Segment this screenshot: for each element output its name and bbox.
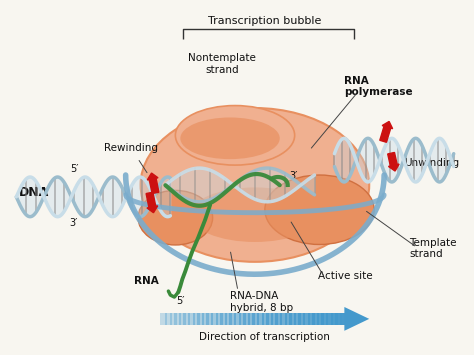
Bar <box>211 313 218 325</box>
FancyArrow shape <box>388 152 399 171</box>
Bar <box>174 313 181 325</box>
Text: Nontemplate
strand: Nontemplate strand <box>188 53 256 75</box>
Bar <box>321 313 328 325</box>
Ellipse shape <box>265 175 374 245</box>
Text: Direction of transcription: Direction of transcription <box>200 332 330 342</box>
Bar <box>330 313 337 325</box>
Bar <box>266 313 273 325</box>
Bar <box>188 313 195 325</box>
Bar <box>326 313 333 325</box>
Text: 5′: 5′ <box>70 164 78 174</box>
Bar <box>192 313 200 325</box>
Bar <box>289 313 296 325</box>
Polygon shape <box>345 307 369 331</box>
Text: Unwinding: Unwinding <box>404 158 459 168</box>
Bar <box>165 313 172 325</box>
Bar <box>312 313 319 325</box>
Bar <box>238 313 246 325</box>
FancyArrow shape <box>147 173 159 193</box>
Ellipse shape <box>141 108 369 262</box>
Bar <box>280 313 287 325</box>
Text: Transcription bubble: Transcription bubble <box>208 16 321 26</box>
Bar <box>183 313 191 325</box>
Bar <box>234 313 241 325</box>
Text: RNA: RNA <box>134 276 158 286</box>
Ellipse shape <box>175 105 295 165</box>
Text: DNA: DNA <box>19 186 50 200</box>
Bar <box>284 313 292 325</box>
Text: 3′: 3′ <box>70 218 78 228</box>
FancyArrow shape <box>380 121 392 142</box>
Bar <box>225 313 232 325</box>
Bar <box>303 313 310 325</box>
Bar <box>257 313 264 325</box>
Text: 5′: 5′ <box>176 296 184 306</box>
Bar <box>170 313 177 325</box>
Bar <box>220 313 227 325</box>
Bar <box>340 313 346 325</box>
Bar <box>197 313 204 325</box>
Text: Rewinding: Rewinding <box>104 143 158 153</box>
Bar <box>335 313 342 325</box>
Bar <box>308 313 315 325</box>
Text: RNA
polymerase: RNA polymerase <box>345 76 413 97</box>
Bar <box>207 313 213 325</box>
Bar <box>299 313 305 325</box>
Bar <box>262 313 269 325</box>
Text: Template
strand: Template strand <box>409 237 456 259</box>
Bar <box>243 313 250 325</box>
Bar <box>179 313 186 325</box>
Bar <box>216 313 223 325</box>
Text: 3′: 3′ <box>290 171 298 181</box>
Bar <box>229 313 237 325</box>
Ellipse shape <box>180 118 280 159</box>
Bar <box>271 313 278 325</box>
Bar <box>275 313 283 325</box>
Text: RNA-DNA
hybrid, 8 bp: RNA-DNA hybrid, 8 bp <box>230 291 293 313</box>
Bar <box>202 313 209 325</box>
Ellipse shape <box>138 190 213 245</box>
Bar <box>253 313 259 325</box>
Ellipse shape <box>190 187 319 242</box>
Bar <box>294 313 301 325</box>
FancyArrow shape <box>146 192 158 213</box>
Bar <box>161 313 167 325</box>
Bar <box>248 313 255 325</box>
Text: Active site: Active site <box>318 271 372 281</box>
Bar <box>317 313 324 325</box>
